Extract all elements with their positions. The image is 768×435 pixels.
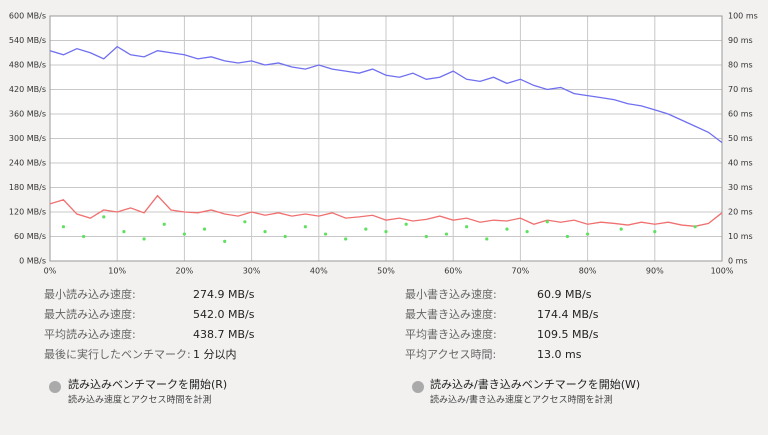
read-button[interactable]: 読み込みベンチマークを開始(R) 読み込み速度とアクセス時間を計測 <box>49 377 227 406</box>
data-point <box>102 215 106 219</box>
data-point <box>485 237 489 241</box>
data-point <box>202 227 207 231</box>
data-point <box>465 225 469 229</box>
y2-tick-label: 40 ms <box>728 159 753 168</box>
data-line <box>49 45 723 144</box>
y-tick-label: 540 MB/s <box>9 36 46 45</box>
data-point <box>693 225 697 229</box>
data-point <box>565 234 570 239</box>
data-point <box>525 230 529 234</box>
data-point <box>619 227 623 231</box>
x-tick-label: 70% <box>512 267 530 276</box>
y2-tick-label: 70 ms <box>728 85 753 94</box>
stat-label: 平均読み込み速度: <box>44 327 136 341</box>
stat-value: 542.0 MB/s <box>193 308 255 321</box>
stat-value: 274.9 MB/s <box>193 288 255 301</box>
y-tick-label: 0 MB/s <box>19 257 46 266</box>
data-point <box>444 232 449 236</box>
x-tick-label: 30% <box>243 267 261 276</box>
y2-tick-label: 100 ms <box>728 12 758 21</box>
stat-label: 最大読み込み速度: <box>44 307 136 321</box>
data-point <box>61 225 66 229</box>
y2-tick-label: 10 ms <box>728 232 753 241</box>
stat-value: 1 分以内 <box>193 347 237 361</box>
y2-tick-label: 0 ms <box>728 257 748 266</box>
stat-value: 438.7 MB/s <box>193 328 255 341</box>
data-point <box>545 220 549 224</box>
data-point <box>505 227 509 231</box>
stat-label: 最小読み込み速度: <box>44 287 136 301</box>
y2-tick-label: 60 ms <box>728 110 753 119</box>
y2-tick-label: 80 ms <box>728 61 753 70</box>
stat-label: 平均アクセス時間: <box>405 348 496 361</box>
x-tick-label: 50% <box>377 267 395 276</box>
y-tick-label: 120 MB/s <box>9 208 46 217</box>
x-tick-label: 80% <box>579 267 597 276</box>
x-tick-label: 60% <box>444 267 462 276</box>
data-point <box>162 222 166 226</box>
data-point <box>344 237 348 241</box>
y-tick-label: 480 MB/s <box>9 61 46 70</box>
y2-tick-label: 20 ms <box>728 208 753 217</box>
data-point <box>223 239 227 243</box>
stat-value: 13.0 ms <box>537 348 582 361</box>
data-point <box>303 225 307 229</box>
data-line <box>49 194 723 227</box>
stat-value: 174.4 MB/s <box>537 308 599 321</box>
data-point <box>122 230 126 234</box>
y-tick-label: 60 MB/s <box>14 232 46 241</box>
x-tick-label: 40% <box>310 267 328 276</box>
action-subtitle: 読み込み速度とアクセス時間を計測 <box>68 394 212 406</box>
stat-label: 最後に実行したベンチマーク: <box>44 347 191 361</box>
y2-tick-label: 90 ms <box>728 36 753 45</box>
stat-value: 60.9 MB/s <box>537 288 592 301</box>
data-point <box>384 230 388 234</box>
stat-value: 109.5 MB/s <box>537 328 599 341</box>
data-point <box>142 237 146 241</box>
stat-label: 平均書き込み速度: <box>405 327 497 341</box>
data-point <box>82 234 86 239</box>
y-tick-label: 600 MB/s <box>9 12 46 21</box>
data-point <box>182 232 186 236</box>
y2-tick-label: 50 ms <box>728 134 753 143</box>
plot-border <box>49 15 723 262</box>
data-point <box>586 232 590 236</box>
x-tick-label: 0% <box>44 267 57 276</box>
x-tick-label: 20% <box>176 267 194 276</box>
icon <box>412 381 424 393</box>
y-tick-label: 240 MB/s <box>9 159 46 168</box>
x-tick-label: 100% <box>711 267 734 276</box>
data-point <box>404 222 408 226</box>
y-tick-label: 300 MB/s <box>9 134 46 143</box>
data-point <box>263 230 267 234</box>
y2-tick-label: 30 ms <box>728 183 753 192</box>
data-point <box>424 234 428 239</box>
y-tick-label: 360 MB/s <box>9 110 46 119</box>
y-tick-label: 180 MB/s <box>9 183 46 192</box>
data-point <box>243 220 247 224</box>
data-point <box>653 230 657 234</box>
write-button[interactable]: 読み込み/書き込みベンチマークを開始(W) 読み込み/書き込み速度とアクセス時間を… <box>412 377 640 406</box>
data-point <box>323 232 328 236</box>
action-title: 読み込みベンチマークを開始(R) <box>68 377 227 391</box>
stat-label: 最小書き込み速度: <box>405 287 497 301</box>
data-point <box>364 227 368 231</box>
x-tick-label: 10% <box>108 267 126 276</box>
data-point <box>283 234 287 239</box>
action-subtitle: 読み込み/書き込み速度とアクセス時間を計測 <box>430 394 613 406</box>
x-tick-label: 90% <box>646 267 664 276</box>
stat-label: 最大書き込み速度: <box>405 307 497 321</box>
y-tick-label: 420 MB/s <box>9 85 46 94</box>
icon <box>49 381 61 393</box>
action-title: 読み込み/書き込みベンチマークを開始(W) <box>430 377 640 391</box>
